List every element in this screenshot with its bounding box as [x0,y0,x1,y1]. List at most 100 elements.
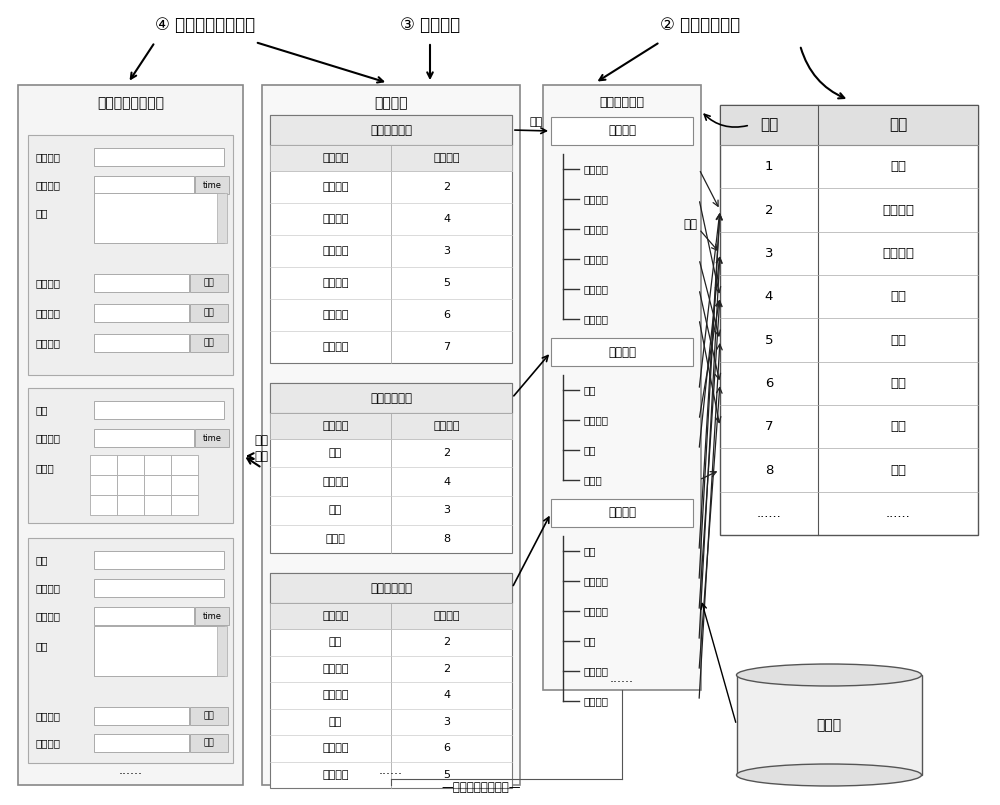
Text: 参数表: 参数表 [325,534,345,543]
Bar [270,383,512,553]
Text: 相关文件: 相关文件 [583,666,608,676]
Text: 3: 3 [443,506,450,515]
Text: 经验知识: 经验知识 [608,506,636,519]
Text: 设计参数模板: 设计参数模板 [370,391,412,404]
Text: 浏览: 浏览 [204,712,214,720]
Text: 5: 5 [443,278,450,288]
Bar [262,85,520,785]
Bar [94,579,224,597]
Text: 相关图片: 相关图片 [322,770,349,780]
Bar [270,115,512,145]
Text: 类型: 类型 [889,118,907,133]
Text: 案例名称: 案例名称 [322,182,349,192]
Bar [94,607,194,625]
Bar [270,573,512,603]
Text: 浏览: 浏览 [204,308,214,317]
Bar [28,538,233,763]
Text: 多行文本: 多行文本 [882,247,914,260]
Bar [94,429,194,447]
Text: 相关文件: 相关文件 [322,743,349,753]
Text: 图片: 图片 [890,333,906,346]
Bar [117,475,144,495]
Bar [195,176,229,194]
Text: 8: 8 [765,464,773,477]
Bar [94,626,224,676]
Text: 视频: 视频 [890,420,906,433]
Text: 描述: 描述 [583,445,596,455]
Bar [144,455,171,475]
Bar [171,455,198,475]
Text: 名称: 名称 [583,546,596,556]
Text: 创建时间: 创建时间 [35,180,60,190]
Bar [195,429,229,447]
Text: 描述: 描述 [329,506,342,515]
Text: 2: 2 [443,182,450,192]
Bar [190,274,228,292]
Bar [543,85,701,690]
Text: 参数表: 参数表 [35,463,54,473]
Text: 2: 2 [765,204,773,217]
Bar [117,495,144,515]
Text: 创建人员: 创建人员 [583,576,608,586]
Bar [217,626,227,676]
Bar [94,274,189,292]
Text: 引用: 引用 [683,218,697,232]
Bar [28,388,233,523]
Bar [551,499,693,527]
Text: 类型编号: 类型编号 [433,421,460,431]
Ellipse shape [736,764,922,786]
Text: 类型编号: 类型编号 [433,153,460,163]
Bar [94,304,189,322]
Text: 2: 2 [443,638,450,647]
Text: 创建时间: 创建时间 [583,415,608,425]
Text: 2: 2 [443,664,450,674]
Text: 描述: 描述 [35,208,48,218]
Text: 4: 4 [765,290,773,303]
Bar [190,304,228,322]
Text: 类型编号: 类型编号 [433,611,460,621]
Text: 名称: 名称 [329,638,342,647]
Text: ......: ...... [886,507,910,520]
Text: 生成: 生成 [254,449,268,463]
Bar [171,475,198,495]
Text: 参数表: 参数表 [583,475,602,485]
Bar [94,193,224,243]
Text: 5: 5 [443,770,450,780]
Text: 相关图片: 相关图片 [583,696,608,706]
Text: 名称: 名称 [35,555,48,565]
Text: 创建时间: 创建时间 [35,611,60,621]
Text: 名称: 名称 [583,385,596,395]
Text: 浏览: 浏览 [204,338,214,348]
Text: 创建时间: 创建时间 [583,194,608,204]
Text: 相关文件: 相关文件 [583,284,608,294]
Text: 6: 6 [443,310,450,320]
Bar [94,734,189,752]
Text: 6: 6 [443,743,450,753]
Text: 属性名称: 属性名称 [322,421,349,431]
Text: 描述: 描述 [583,636,596,646]
Text: 5: 5 [765,333,773,346]
Text: 案例名称: 案例名称 [35,152,60,162]
Text: 产品图片: 产品图片 [322,278,349,288]
Text: time: time [202,180,222,189]
Bar [28,135,233,375]
Bar [720,105,978,535]
Text: 名称: 名称 [35,405,48,415]
Text: 文件: 文件 [890,377,906,390]
Bar [94,176,194,194]
Text: 相关视频: 相关视频 [583,314,608,324]
Bar [90,455,117,475]
Bar [94,401,224,419]
Text: 4: 4 [443,477,450,487]
Bar [94,148,224,166]
Text: ......: ...... [757,507,781,520]
Bar [195,607,229,625]
Text: 7: 7 [443,342,450,352]
Text: 相关图片: 相关图片 [35,738,60,748]
Text: 创建人员: 创建人员 [322,664,349,674]
Text: 设计案例: 设计案例 [608,125,636,138]
Text: 生成: 生成 [530,118,543,127]
Bar [18,85,243,785]
Ellipse shape [736,664,922,686]
Text: 2: 2 [443,448,450,458]
